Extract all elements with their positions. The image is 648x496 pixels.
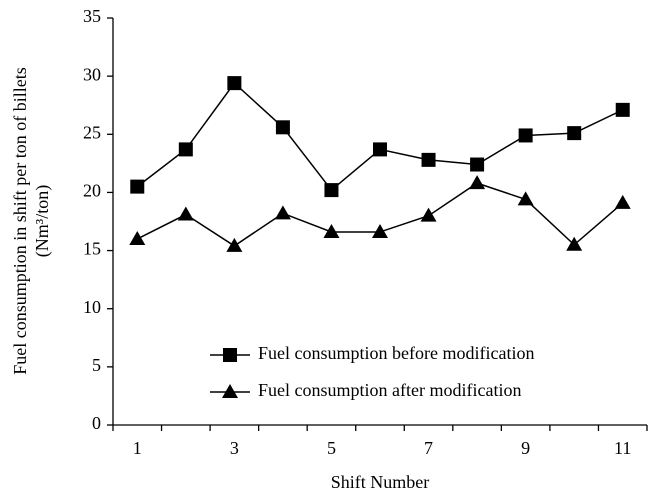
data-point	[373, 142, 387, 157]
data-point	[227, 76, 242, 91]
y-tick-label: 20	[83, 181, 101, 201]
y-axis-label: Fuel consumption in shift per ton of bil…	[10, 67, 30, 374]
x-tick-label: 9	[521, 438, 530, 458]
y-tick-label: 15	[83, 239, 101, 259]
x-tick-label: 7	[424, 438, 433, 458]
x-axis-label: Shift Number	[331, 472, 430, 492]
x-tick-label: 1	[133, 438, 142, 458]
y-tick-label: 0	[92, 413, 101, 433]
data-point	[518, 128, 533, 143]
data-point	[324, 183, 339, 198]
y-tick-label: 30	[83, 64, 101, 84]
y-tick-label: 5	[92, 355, 101, 375]
series-line	[136, 82, 624, 192]
y-tick-label: 10	[83, 297, 101, 317]
data-point	[275, 120, 290, 135]
data-point	[129, 230, 146, 245]
data-point	[177, 206, 194, 221]
data-point	[615, 102, 630, 117]
data-point	[517, 191, 534, 206]
data-point	[470, 157, 485, 172]
data-point	[420, 207, 437, 222]
y-axis-label-unit: (Nm³/ton)	[32, 185, 53, 257]
data-point	[372, 223, 388, 238]
x-tick-label: 5	[327, 438, 336, 458]
data-point	[421, 152, 436, 167]
legend-marker	[223, 348, 237, 362]
data-point	[274, 205, 291, 220]
data-point	[566, 236, 583, 251]
legend-label: Fuel consumption before modification	[258, 343, 534, 363]
data-point	[178, 142, 193, 157]
data-point	[469, 175, 486, 190]
x-tick-label: 3	[230, 438, 239, 458]
data-point	[567, 126, 582, 141]
x-tick-label: 11	[614, 438, 631, 458]
data-point	[130, 179, 145, 194]
y-tick-label: 35	[83, 6, 101, 26]
data-point	[226, 237, 243, 252]
legend-label: Fuel consumption after modification	[258, 380, 521, 400]
data-point	[614, 194, 631, 209]
legend-marker	[222, 384, 238, 398]
data-point	[323, 223, 340, 238]
y-tick-label: 25	[83, 122, 101, 142]
